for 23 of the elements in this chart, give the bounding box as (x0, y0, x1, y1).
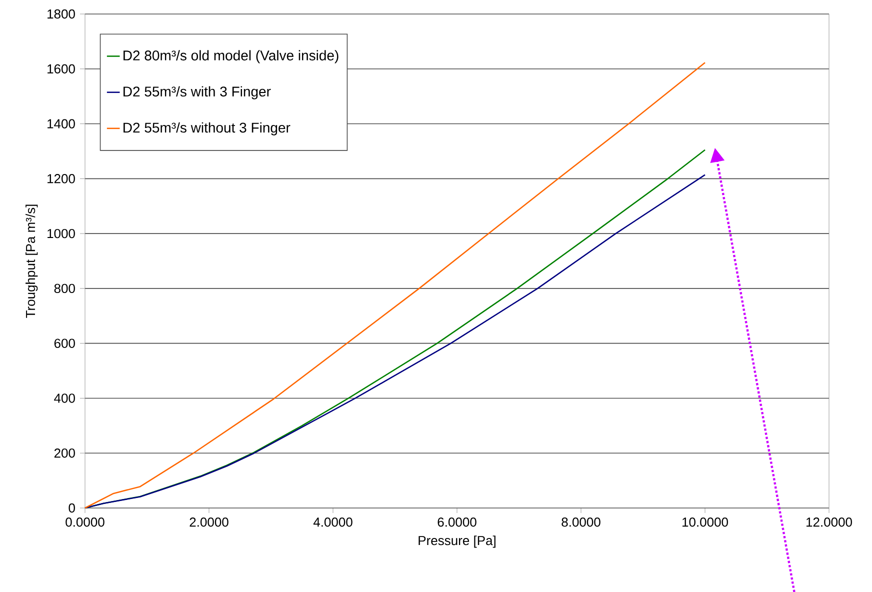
x-tick-label: 8.0000 (562, 518, 600, 527)
y-tick-label: 800 (54, 284, 75, 294)
y-tick-label: 0 (68, 503, 75, 513)
legend-label: D2 80m³/s old model (Valve inside) (124, 50, 338, 64)
legend-label: D2 55m³/s with 3 Finger (124, 86, 271, 100)
y-tick-label: 1200 (48, 174, 75, 184)
x-tick-label: 10.0000 (682, 518, 728, 527)
x-tick-label: 4.0000 (313, 518, 352, 527)
y-tick-label: 1800 (48, 9, 75, 19)
y-tick-label: 600 (54, 338, 75, 348)
legend-label: D2 55m³/s without 3 Finger (124, 122, 290, 136)
y-tick-label: 1400 (48, 119, 75, 128)
y-tick-label: 200 (54, 448, 75, 458)
x-axis-title: Pressure [Pa] (418, 536, 496, 548)
line-series (84, 62, 706, 509)
y-tick-label: 400 (54, 394, 75, 403)
y-axis-title: Troughput [Pa m³/s] (26, 204, 38, 318)
y-tick-label: 1000 (48, 228, 75, 238)
x-tick-label: 6.0000 (438, 518, 476, 527)
y-tick-label: 1600 (48, 64, 75, 74)
x-tick-label: 0.0000 (66, 518, 104, 527)
x-tick-label: 12.0000 (806, 518, 852, 527)
x-tick-label: 2.0000 (190, 518, 228, 527)
